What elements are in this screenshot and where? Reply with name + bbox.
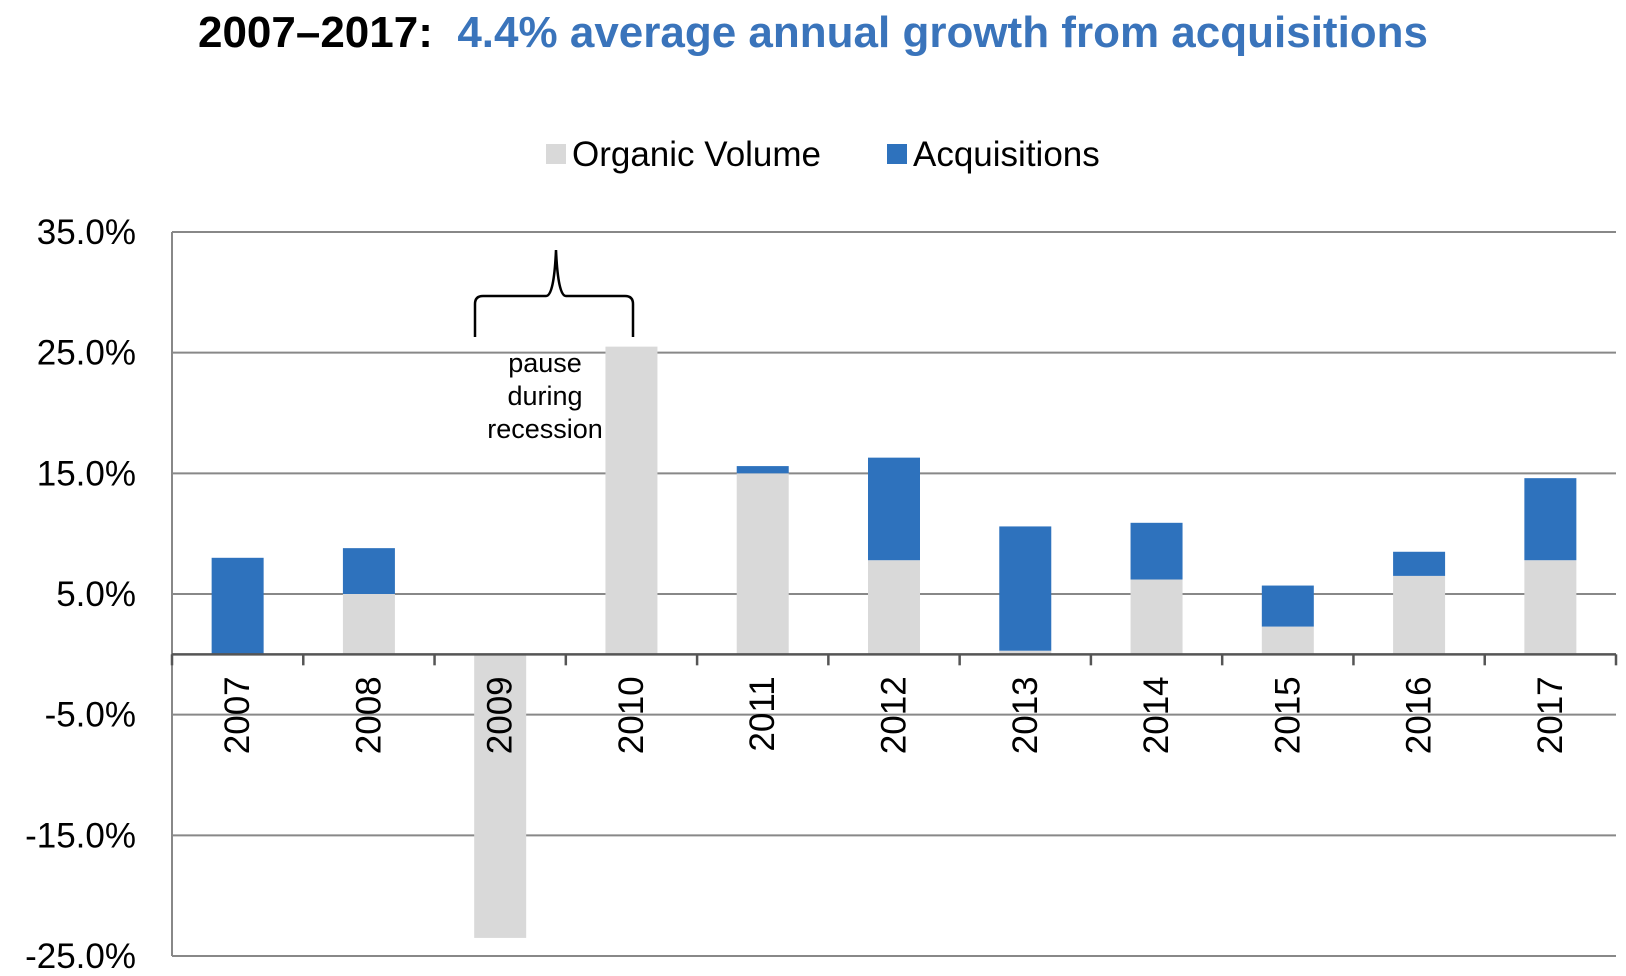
- organic-bar: [1524, 560, 1577, 655]
- annotation-text: recession: [487, 414, 603, 444]
- legend-swatch-acquisitions: [887, 144, 907, 164]
- acquisitions-bar: [1261, 585, 1314, 627]
- acquisitions-bar: [1130, 522, 1183, 580]
- organic-bar: [868, 560, 920, 655]
- organic-bar: [736, 473, 789, 655]
- y-tick-label: -25.0%: [25, 937, 136, 976]
- legend-label-acquisitions: Acquisitions: [913, 135, 1100, 174]
- legend-swatch-organic: [546, 144, 566, 164]
- y-tick-label: 35.0%: [37, 213, 136, 252]
- organic-bar: [1261, 626, 1314, 655]
- acquisitions-bar: [868, 457, 920, 561]
- x-tick-label: 2011: [743, 676, 782, 751]
- title-highlight: 4.4% average annual growth from acquisit…: [457, 8, 1429, 57]
- acquisitions-bar: [1524, 478, 1577, 561]
- y-tick-label: 25.0%: [37, 334, 136, 373]
- organic-bar: [999, 650, 1052, 655]
- x-tick-label: 2015: [1268, 676, 1307, 754]
- y-tick-label: -15.0%: [25, 816, 136, 855]
- x-tick-label: 2014: [1137, 676, 1176, 754]
- x-tick-label: 2016: [1400, 676, 1439, 754]
- organic-bar: [1130, 579, 1183, 655]
- organic-bar: [1393, 575, 1446, 655]
- x-axis-labels: 2007 2008 2009 2010 2011 2012 2013 2014 2015 2016…: [218, 676, 1570, 754]
- organic-bar: [342, 594, 395, 655]
- organic-bar: [605, 346, 658, 655]
- chart-title: 2007–2017: 4.4% average annual growth fr…: [0, 8, 1626, 58]
- curly-brace: [473, 249, 635, 337]
- x-tick-label: 2017: [1531, 676, 1570, 754]
- annotation-text: during: [507, 381, 582, 411]
- annotation-text: pause: [508, 348, 582, 378]
- x-tick-label: 2009: [481, 676, 520, 754]
- x-tick-label: 2007: [218, 676, 257, 754]
- acquisitions-bar: [999, 526, 1052, 651]
- acquisitions-bar: [342, 548, 395, 594]
- y-tick-label: 15.0%: [37, 454, 136, 493]
- y-axis-labels: 35.0% 25.0% 15.0% 5.0% -5.0% -15.0% -25.0%: [25, 213, 136, 976]
- bars: [211, 346, 1577, 938]
- x-axis: [170, 653, 1618, 666]
- organic-bar: [474, 654, 527, 938]
- y-tick-label: -5.0%: [45, 696, 136, 735]
- x-tick-label: 2012: [875, 676, 914, 754]
- acquisitions-bar: [211, 557, 264, 655]
- legend-label-organic: Organic Volume: [572, 135, 821, 174]
- x-tick-label: 2008: [349, 676, 388, 754]
- legend: Organic Volume Acquisitions: [546, 135, 1100, 174]
- acquisitions-bar: [1393, 551, 1446, 576]
- title-prefix: 2007–2017:: [197, 8, 433, 57]
- acquisitions-bar: [736, 466, 789, 474]
- y-tick-label: 5.0%: [56, 575, 136, 614]
- x-tick-label: 2013: [1006, 676, 1045, 754]
- x-tick-label: 2010: [612, 676, 651, 754]
